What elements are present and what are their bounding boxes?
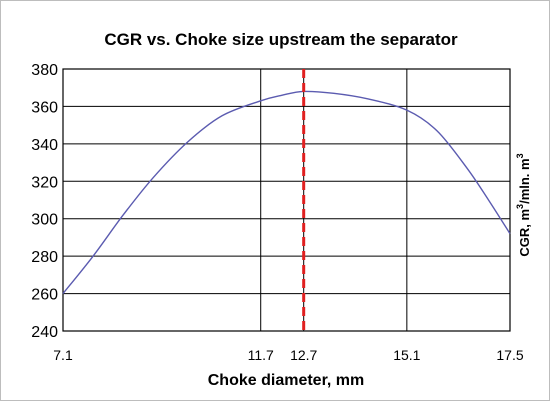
y-tick-label: 340 bbox=[31, 137, 58, 154]
y-tick-label: 300 bbox=[31, 212, 58, 229]
y-tick-label: 280 bbox=[31, 249, 58, 266]
y-tick-label: 320 bbox=[31, 174, 58, 191]
x-tick-label: 17.5 bbox=[496, 347, 523, 363]
x-tick-label: 12.7 bbox=[290, 347, 317, 363]
y-tick-label: 240 bbox=[31, 324, 58, 341]
y-axis-label: CGR, m3/mln. m3 bbox=[515, 153, 532, 256]
y-tick-label: 360 bbox=[31, 99, 58, 116]
chart-title: CGR vs. Choke size upstream the separato… bbox=[104, 30, 458, 49]
y-tick-label: 260 bbox=[31, 287, 58, 304]
y-tick-label: 380 bbox=[31, 62, 58, 79]
x-tick-label: 15.1 bbox=[393, 347, 420, 363]
x-tick-label: 7.1 bbox=[53, 347, 73, 363]
plot-area-border bbox=[62, 68, 511, 332]
x-axis-label: Choke diameter, mm bbox=[208, 372, 365, 389]
series-line bbox=[62, 90, 511, 295]
x-tick-label: 11.7 bbox=[248, 347, 274, 363]
